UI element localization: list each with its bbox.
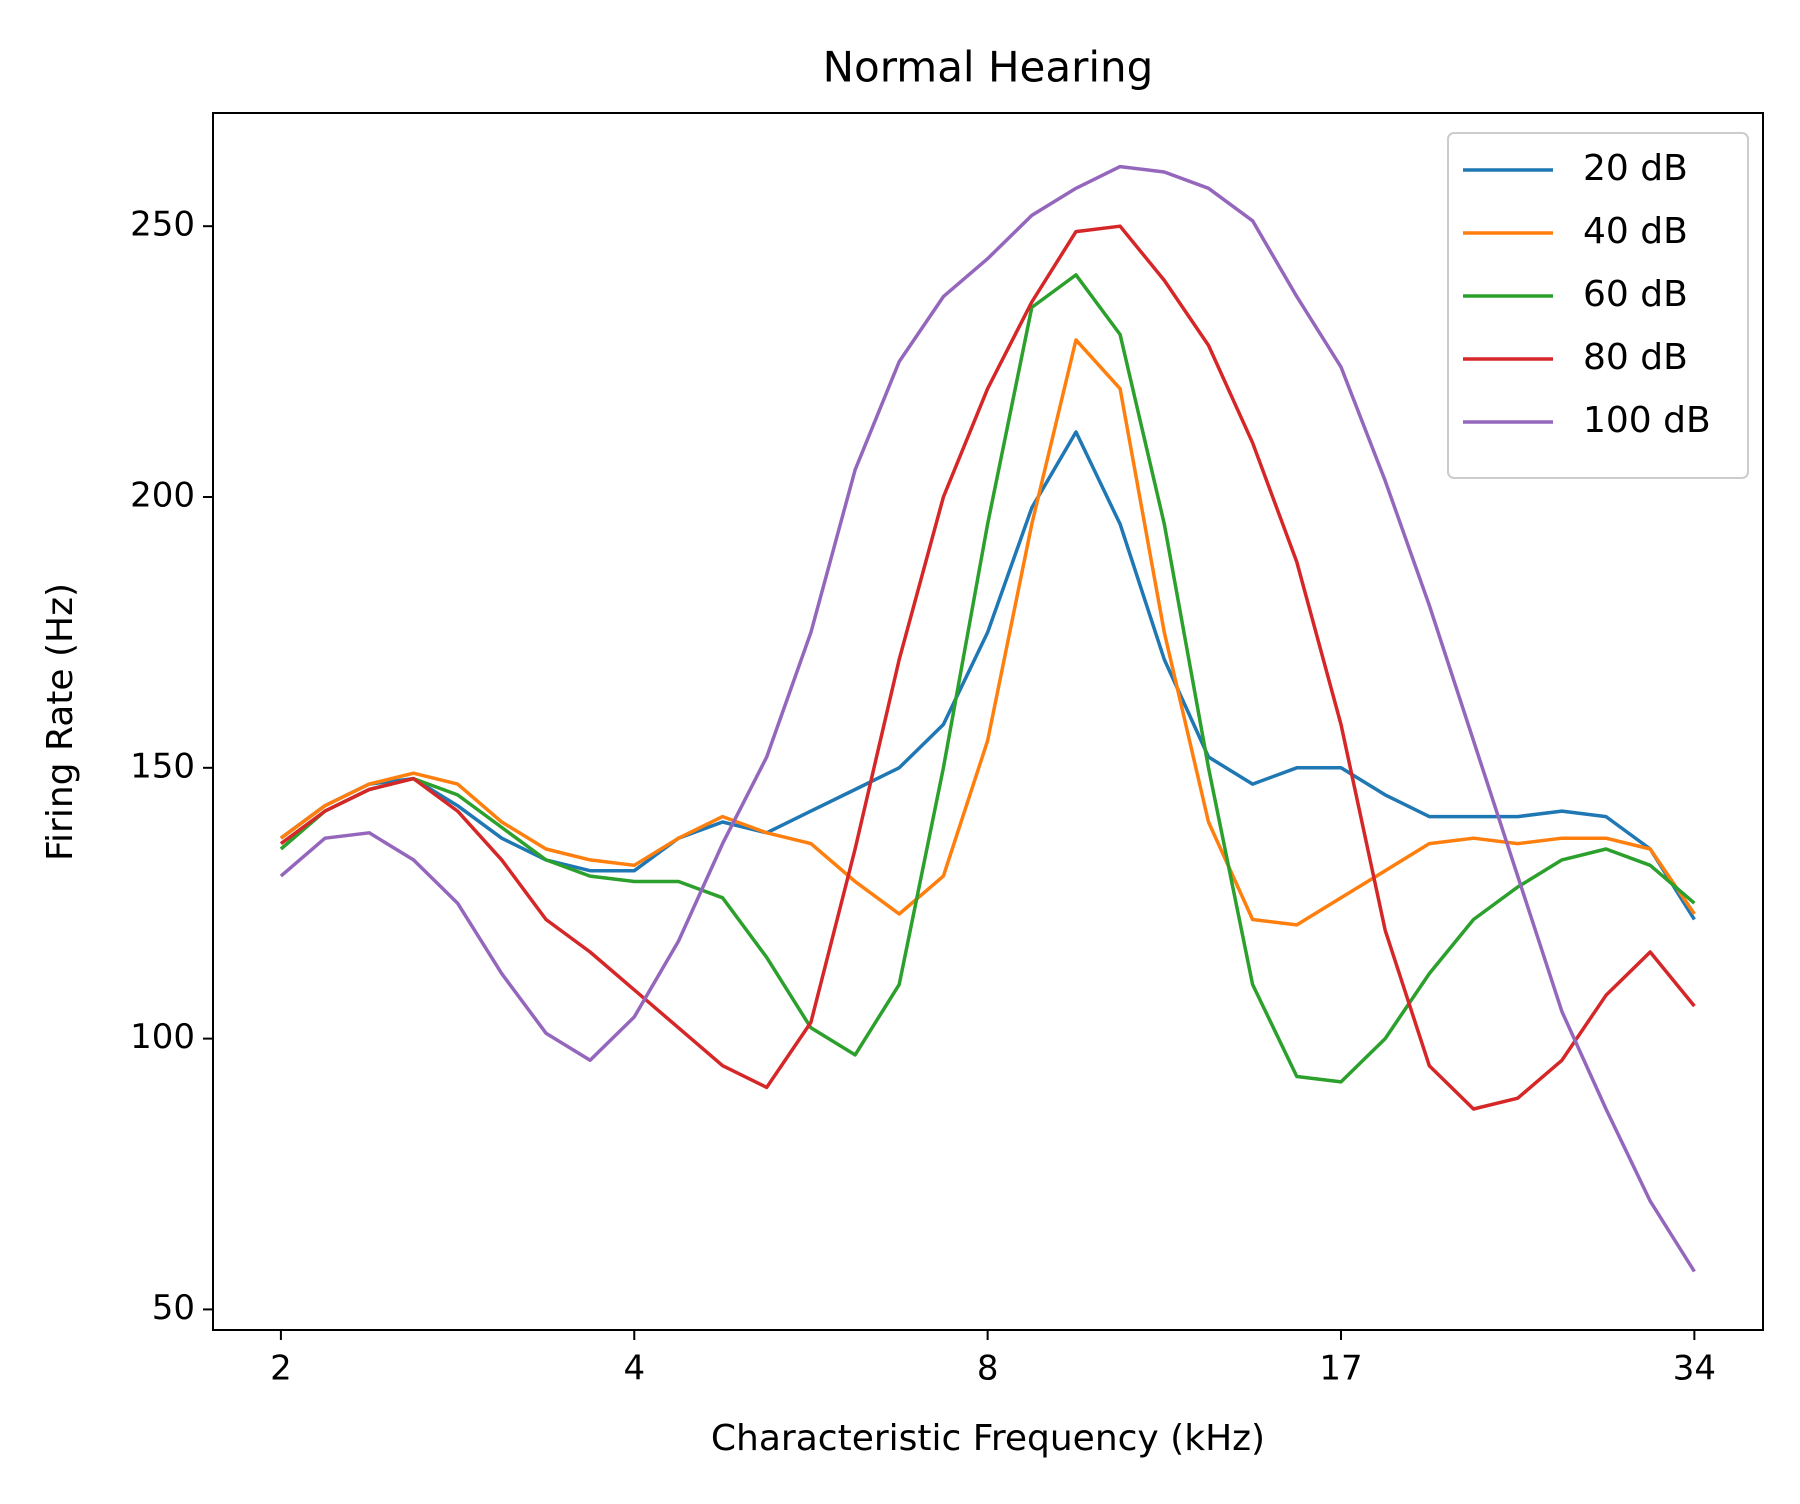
legend-label: 40 dB bbox=[1583, 211, 1688, 252]
legend-label: 20 dB bbox=[1583, 148, 1688, 189]
y-tick-label: 250 bbox=[130, 205, 195, 245]
data-line bbox=[279, 224, 1696, 1111]
legend-label: 60 dB bbox=[1583, 274, 1688, 315]
data-line bbox=[279, 338, 1696, 927]
y-tick-label: 100 bbox=[130, 1017, 195, 1057]
legend: 20 dB 40 dB 60 dB 80 dB 100 dB bbox=[1447, 132, 1749, 479]
x-tick-label: 2 bbox=[270, 1349, 292, 1389]
legend-label: 100 dB bbox=[1583, 400, 1711, 441]
x-tick-label: 34 bbox=[1673, 1349, 1716, 1389]
legend-label: 80 dB bbox=[1583, 337, 1688, 378]
data-line bbox=[279, 430, 1696, 921]
x-tick-label: 8 bbox=[977, 1349, 999, 1389]
data-line bbox=[279, 164, 1696, 1273]
y-axis-label: Firing Rate (Hz) bbox=[40, 583, 81, 861]
chart-title: Normal Hearing bbox=[823, 43, 1154, 92]
data-line bbox=[279, 273, 1696, 1084]
y-tick-label: 50 bbox=[152, 1288, 195, 1328]
y-tick-label: 200 bbox=[130, 476, 195, 516]
x-tick-label: 4 bbox=[623, 1349, 645, 1389]
legend-box bbox=[1447, 132, 1749, 479]
plot-frame bbox=[212, 112, 1764, 1331]
x-axis-label: Characteristic Frequency (kHz) bbox=[711, 1418, 1265, 1459]
x-tick-label: 17 bbox=[1319, 1349, 1362, 1389]
y-tick-label: 150 bbox=[130, 746, 195, 786]
